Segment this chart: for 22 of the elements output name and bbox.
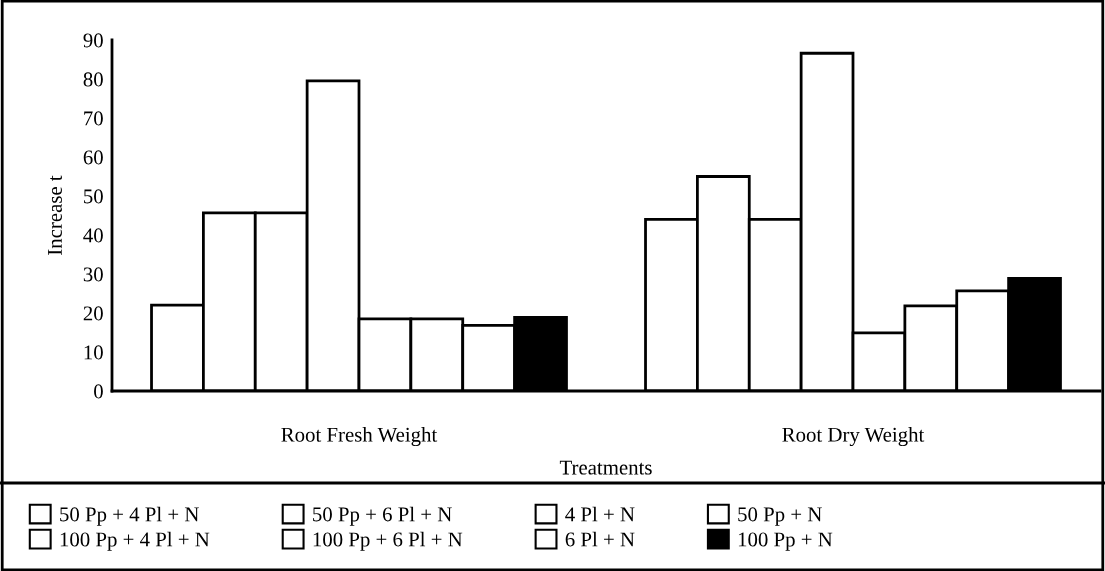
legend-label: 50 Pp + 6 Pl + N	[313, 506, 452, 526]
y-tick-label: 90	[83, 33, 103, 48]
x-tick-label: Root Dry Weight	[782, 427, 925, 447]
legend-label: 50 Pp + N	[738, 507, 822, 526]
legend-label: 4 Pl + N	[565, 506, 635, 522]
y-tick-label: 20	[83, 306, 103, 321]
legend-label: 100 Pp + 4 Pl + N	[60, 531, 210, 551]
legend-label: 100 Pp + 6 Pl + N	[313, 531, 463, 551]
y-tick-label: 70	[84, 111, 103, 126]
legend-label: 50 Pp + 4 Pl + N	[60, 506, 199, 526]
y-axis-title: Increase t	[48, 175, 62, 255]
y-tick-label: 80	[83, 72, 103, 87]
y-tick-label: 30	[83, 267, 103, 282]
x-tick-label: Root Fresh Weight	[281, 427, 438, 447]
y-tick-label: 0	[94, 384, 103, 399]
x-axis-title: Treatments	[559, 460, 652, 475]
y-tick-label: 60	[83, 150, 103, 165]
legend-label: 6 Pl + N	[565, 531, 635, 547]
legend-label: 100 Pp + N	[738, 532, 833, 551]
y-tick-label: 10	[84, 345, 103, 360]
y-tick-label: 50	[84, 189, 103, 204]
y-tick-label: 40	[83, 228, 103, 243]
